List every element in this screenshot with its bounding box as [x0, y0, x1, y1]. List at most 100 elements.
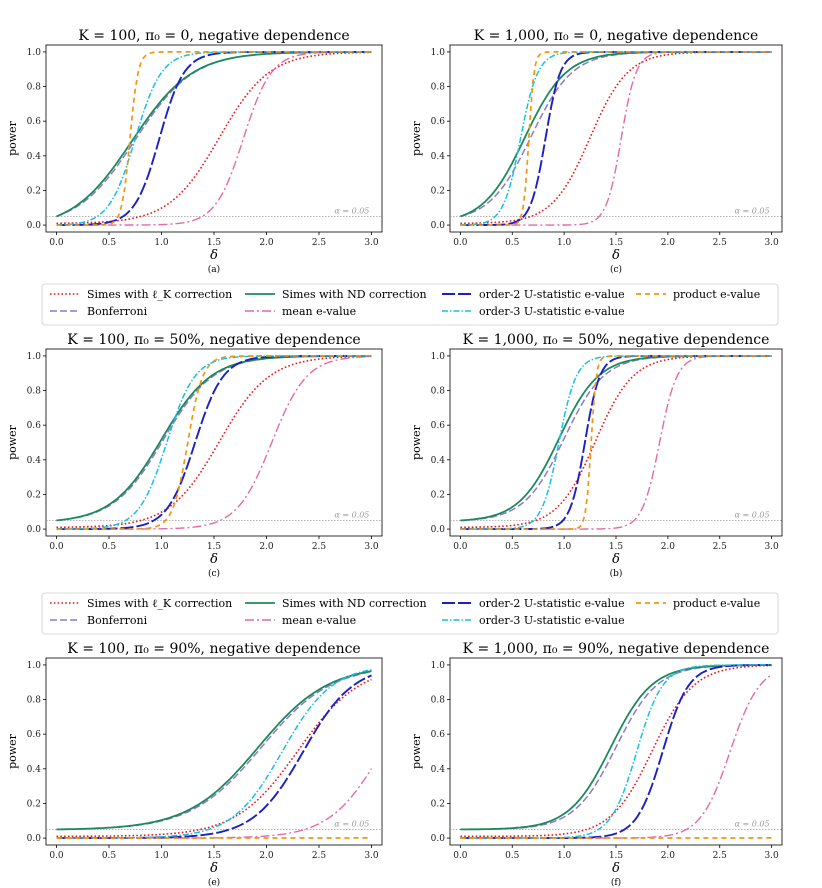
- legend-label-bonferroni: Bonferroni: [87, 305, 148, 318]
- x-tick-label: 0.5: [102, 851, 117, 861]
- series-line-u3: [460, 664, 772, 839]
- y-axis-label: power: [410, 424, 423, 460]
- x-tick-label: 0.5: [102, 542, 117, 552]
- y-tick-label: 0.2: [431, 186, 445, 196]
- series-line-simes_nd: [460, 355, 772, 522]
- series-line-u2: [460, 354, 772, 531]
- series-line-u2: [460, 664, 772, 840]
- series-line-u3: [56, 668, 372, 839]
- y-axis-label: power: [410, 120, 423, 156]
- legend-label-u2: order-2 U-statistic e-value: [479, 288, 625, 301]
- x-tick-label: 2.5: [312, 238, 327, 248]
- series-line-u3: [56, 355, 372, 530]
- series-line-bonferroni: [460, 355, 772, 522]
- y-tick-label: 0.6: [431, 730, 446, 740]
- y-axis-label: power: [6, 424, 19, 460]
- x-tick-label: 1.5: [207, 542, 222, 552]
- series-line-simes_nd: [56, 51, 372, 218]
- y-tick-label: 1.0: [431, 352, 446, 362]
- y-tick-label: 0.0: [431, 221, 446, 231]
- y-tick-label: 0.6: [431, 421, 446, 431]
- subfigure-label: (a): [208, 264, 220, 275]
- y-tick-label: 0.4: [27, 152, 42, 162]
- x-axis-label: δ: [612, 552, 620, 567]
- x-tick-label: 2.5: [312, 542, 327, 552]
- legend-label-simes_nd: Simes with ND correction: [282, 597, 427, 610]
- y-tick-label: 0.6: [27, 421, 42, 431]
- subfigure-label: (c): [208, 568, 220, 579]
- x-tick-label: 2.0: [661, 851, 676, 861]
- plot-frame: [45, 348, 383, 537]
- chart-title: K = 1,000, π₀ = 90%, negative dependence: [463, 641, 770, 657]
- x-axis-label: δ: [210, 248, 218, 263]
- subfigure-label: (e): [208, 877, 220, 888]
- series-line-u3: [460, 51, 772, 226]
- x-tick-label: 1.5: [207, 851, 222, 861]
- x-tick-label: 1.0: [154, 851, 169, 861]
- x-tick-label: 2.0: [259, 238, 274, 248]
- y-tick-label: 0.0: [431, 525, 446, 535]
- y-tick-label: 0.0: [27, 525, 42, 535]
- series-line-mean_e: [56, 355, 372, 530]
- y-tick-label: 0.4: [27, 765, 42, 775]
- y-tick-label: 0.2: [27, 490, 41, 500]
- y-tick-label: 0.8: [27, 83, 42, 93]
- y-tick-label: 0.8: [27, 387, 42, 397]
- y-tick-label: 0.6: [27, 117, 42, 127]
- x-tick-label: 2.5: [312, 851, 327, 861]
- series-line-u2: [56, 354, 372, 531]
- x-tick-label: 1.0: [557, 238, 572, 248]
- series-line-product: [460, 355, 772, 530]
- x-tick-label: 0.0: [453, 851, 468, 861]
- legend-label-mean_e: mean e-value: [282, 614, 356, 627]
- legend-label-u3: order-3 U-statistic e-value: [479, 305, 625, 318]
- chart-title: K = 1,000, π₀ = 0, negative dependence: [474, 28, 759, 44]
- x-tick-label: 1.5: [609, 238, 624, 248]
- y-tick-label: 1.0: [27, 661, 42, 671]
- x-tick-label: 3.0: [364, 238, 379, 248]
- plot-frame: [449, 348, 783, 537]
- alpha-label: α = 0.05: [735, 819, 770, 828]
- y-tick-label: 1.0: [431, 661, 446, 671]
- x-tick-label: 1.5: [207, 238, 222, 248]
- series-line-bonferroni: [460, 51, 772, 218]
- y-tick-label: 0.2: [431, 490, 445, 500]
- y-tick-label: 0.8: [431, 696, 446, 706]
- series-line-product: [460, 51, 772, 226]
- series-line-mean_e: [460, 51, 772, 226]
- x-tick-label: 3.0: [364, 851, 379, 861]
- series-line-u3: [460, 355, 772, 530]
- legend-label-mean_e: mean e-value: [282, 305, 356, 318]
- series-line-bonferroni: [56, 51, 372, 218]
- series-line-product: [56, 51, 372, 226]
- y-tick-label: 0.2: [431, 799, 445, 809]
- chart-title: K = 1,000, π₀ = 50%, negative dependence: [463, 332, 770, 348]
- x-tick-label: 0.5: [505, 542, 520, 552]
- x-axis-label: δ: [612, 248, 620, 263]
- chart-title: K = 100, π₀ = 50%, negative dependence: [67, 332, 360, 348]
- y-tick-label: 0.2: [27, 186, 41, 196]
- y-tick-label: 0.0: [431, 834, 446, 844]
- y-tick-label: 0.4: [431, 765, 446, 775]
- y-tick-label: 0.6: [431, 117, 446, 127]
- subfigure-label: (f): [611, 877, 621, 888]
- y-tick-label: 0.8: [431, 83, 446, 93]
- series-line-simes_nd: [460, 51, 772, 218]
- chart-title: K = 100, π₀ = 0, negative dependence: [78, 28, 349, 44]
- y-tick-label: 0.6: [27, 730, 42, 740]
- legend-label-u3: order-3 U-statistic e-value: [479, 614, 625, 627]
- y-tick-label: 0.4: [27, 456, 42, 466]
- x-tick-label: 1.0: [154, 542, 169, 552]
- series-line-bonferroni: [460, 664, 772, 831]
- series-line-mean_e: [460, 355, 772, 530]
- chart-title: K = 100, π₀ = 90%, negative dependence: [67, 641, 360, 657]
- series-line-simes_lk: [56, 678, 372, 838]
- x-tick-label: 2.0: [661, 542, 676, 552]
- x-tick-label: 2.0: [259, 542, 274, 552]
- legend-label-product: product e-value: [673, 288, 760, 301]
- series-line-simes_nd: [56, 670, 372, 831]
- x-tick-label: 1.5: [609, 851, 624, 861]
- series-line-bonferroni: [56, 670, 372, 831]
- x-axis-label: δ: [210, 861, 218, 876]
- legend-box: [41, 283, 779, 326]
